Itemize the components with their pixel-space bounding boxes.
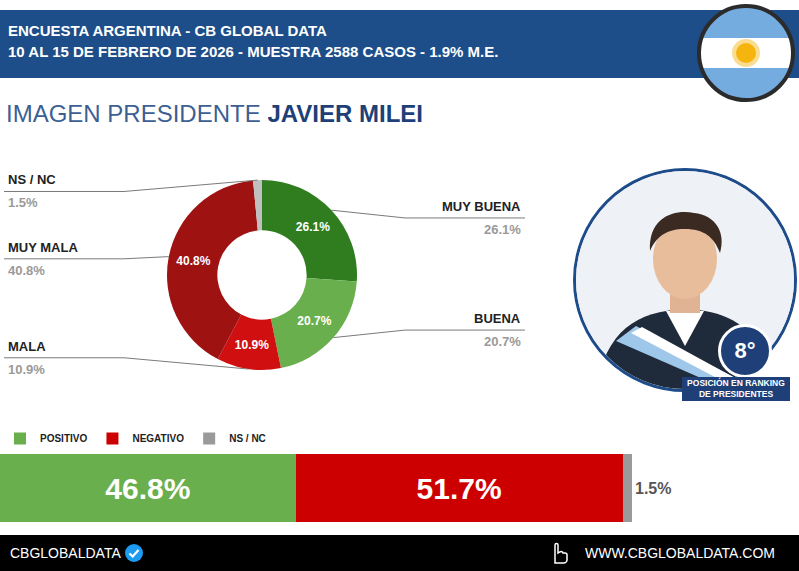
svg-text:1.5%: 1.5% (8, 195, 38, 210)
html-text:10 AL 15 DE FEBRERO DE 2026 -: 10 AL 15 DE FEBRERO DE 2026 - MUESTRA 25… (8, 43, 499, 60)
svg-text:NS / NC: NS / NC (8, 172, 56, 187)
svg-text:NS / NC: NS / NC (229, 433, 266, 444)
svg-text:10.9%: 10.9% (8, 362, 45, 377)
html-text:CBGLOBALDATA: CBGLOBALDATA (10, 545, 121, 561)
svg-text:20.7%: 20.7% (297, 314, 331, 328)
svg-text:51.7%: 51.7% (417, 472, 502, 505)
svg-text:26.1%: 26.1% (296, 220, 330, 234)
svg-text:40.8%: 40.8% (8, 263, 45, 278)
svg-text:MALA: MALA (8, 339, 46, 354)
svg-text:40.8%: 40.8% (176, 254, 210, 268)
svg-text:POSITIVO: POSITIVO (40, 433, 87, 444)
svg-text:20.7%: 20.7% (484, 334, 521, 349)
svg-text:1.5%: 1.5% (635, 480, 671, 497)
svg-text:BUENA: BUENA (474, 311, 521, 326)
svg-text:46.8%: 46.8% (105, 472, 190, 505)
svg-text:MUY BUENA: MUY BUENA (442, 199, 521, 214)
html-text:IMAGEN PRESIDENTE JAVIER MILEI: IMAGEN PRESIDENTE JAVIER MILEI (6, 100, 423, 127)
svg-text:26.1%: 26.1% (484, 222, 521, 237)
svg-text:MUY MALA: MUY MALA (8, 240, 78, 255)
svg-text:10.9%: 10.9% (235, 338, 269, 352)
html-text:ENCUESTA ARGENTINA - CB GLOBAL: ENCUESTA ARGENTINA - CB GLOBAL DATA (8, 22, 327, 39)
html-text:POSICIÓN EN RANKING DE PRESIDE: POSICIÓN EN RANKING DE PRESIDENTES (687, 378, 785, 399)
html-text:8°: 8° (734, 338, 756, 363)
html-text:WWW.CBGLOBALDATA.COM: WWW.CBGLOBALDATA.COM (585, 545, 775, 561)
svg-text:NEGATIVO: NEGATIVO (132, 433, 184, 444)
